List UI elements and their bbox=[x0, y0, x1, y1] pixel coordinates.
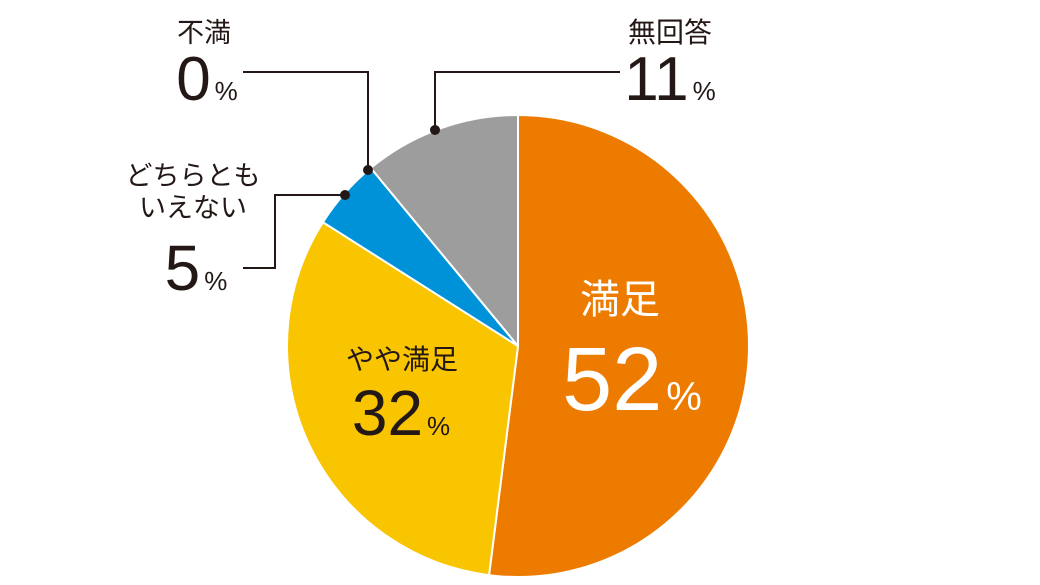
leader-line-dissatisfied bbox=[243, 71, 369, 170]
label-satisfied-category: 満足 bbox=[580, 277, 660, 323]
leader-line-neutral bbox=[243, 194, 345, 269]
label-somewhat-satisfied-category: やや満足 bbox=[346, 343, 458, 376]
leader-dot-neutral bbox=[340, 190, 350, 200]
leader-line-no-answer bbox=[434, 71, 620, 130]
label-dissatisfied-category: 不満 bbox=[177, 18, 231, 49]
leader-dot-dissatisfied bbox=[363, 165, 373, 175]
label-satisfied-number: 52 bbox=[562, 330, 662, 430]
label-satisfied-unit: % bbox=[666, 375, 702, 419]
pie-slices bbox=[286, 114, 750, 578]
label-neutral-category: どちらともいえない bbox=[125, 161, 261, 224]
pie-slice-satisfied bbox=[488, 114, 750, 578]
label-dissatisfied-number: 0 bbox=[176, 45, 210, 114]
label-somewhat-satisfied-value: 32% bbox=[352, 377, 450, 449]
label-neutral-unit: % bbox=[204, 266, 227, 296]
label-dissatisfied-value: 0% bbox=[176, 45, 238, 114]
label-somewhat-satisfied-number: 32 bbox=[352, 377, 423, 449]
leader-dot-no-answer bbox=[430, 125, 440, 135]
label-neutral-value: 5% bbox=[165, 232, 228, 304]
label-no-answer-unit: % bbox=[693, 76, 716, 106]
label-no-answer-number: 11 bbox=[624, 45, 688, 114]
label-no-answer-value: 11% bbox=[624, 45, 716, 114]
label-neutral-number: 5 bbox=[165, 232, 201, 304]
label-dissatisfied-unit: % bbox=[215, 76, 238, 106]
label-no-answer-category: 無回答 bbox=[628, 16, 712, 49]
label-somewhat-satisfied-unit: % bbox=[427, 411, 450, 441]
label-satisfied-value: 52% bbox=[562, 330, 702, 430]
leader-lines bbox=[243, 71, 620, 269]
